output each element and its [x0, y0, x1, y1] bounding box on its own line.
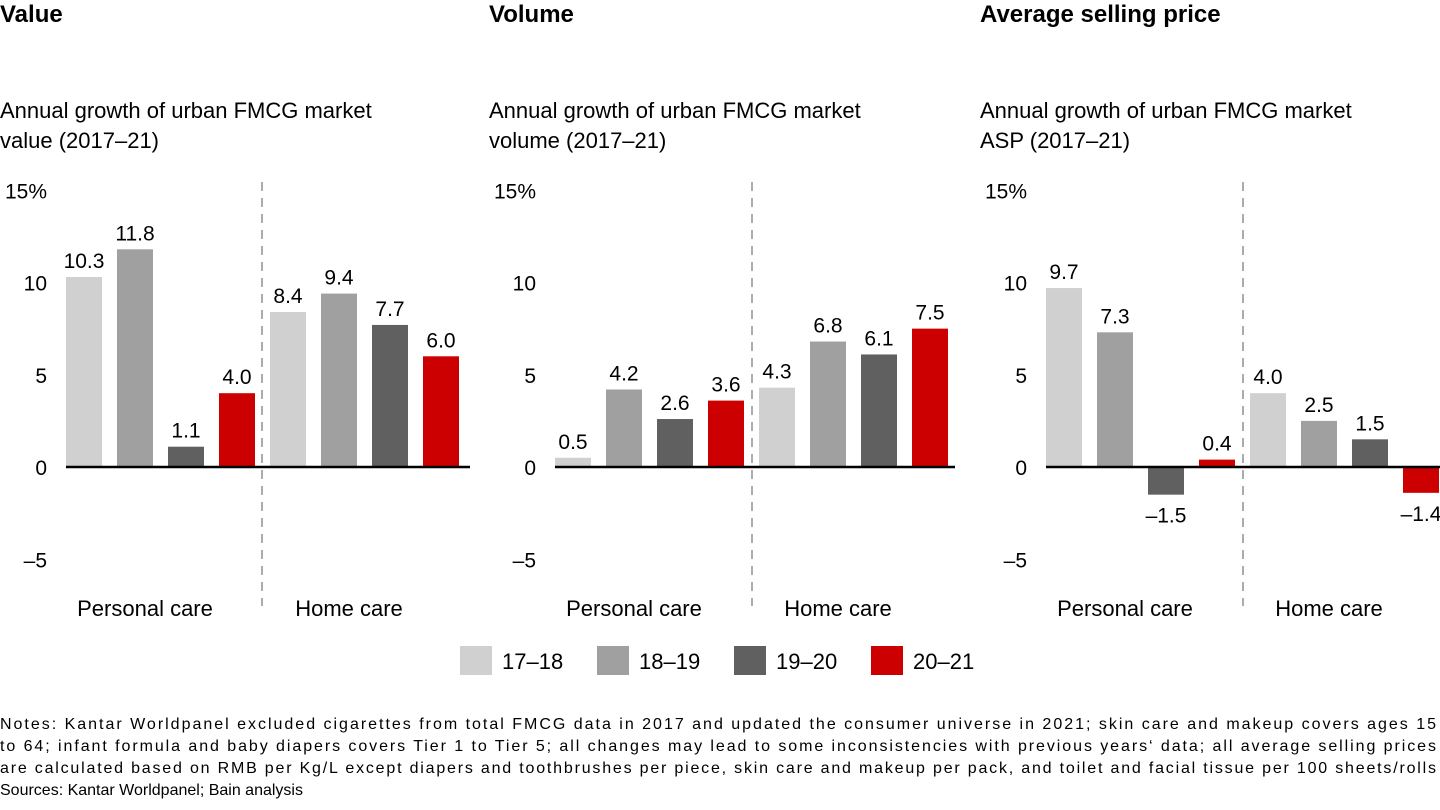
y-tick-label: 0: [1015, 457, 1027, 480]
chart-title: Volume: [489, 1, 574, 28]
data-label: 4.3: [762, 361, 791, 384]
legend-swatch: [597, 646, 629, 675]
data-label: 6.0: [426, 329, 455, 352]
data-label: 3.6: [711, 374, 740, 397]
data-label: 4.2: [609, 363, 638, 386]
y-tick-label: 0: [524, 457, 536, 480]
data-label: 6.8: [813, 315, 842, 338]
chart-subtitle: volume (2017–21): [489, 128, 666, 153]
bar-20–21-personal-care: [1199, 459, 1235, 467]
bar-17–18-personal-care: [66, 276, 102, 467]
bar-17–18-home-care: [759, 387, 795, 467]
legend-label: 20–21: [913, 649, 974, 674]
data-label: 9.7: [1049, 261, 1078, 284]
legend-label: 18–19: [639, 649, 700, 674]
legend-swatch: [734, 646, 766, 675]
bar-18–19-home-care: [321, 293, 357, 467]
data-label: 1.5: [1355, 412, 1384, 435]
legend-swatch: [460, 646, 492, 675]
data-label: 8.4: [273, 285, 303, 308]
y-tick-label: 5: [1015, 365, 1027, 388]
bar-18–19-home-care: [1301, 420, 1337, 467]
bar-20–21-personal-care: [219, 393, 255, 467]
bar-18–19-personal-care: [1097, 332, 1133, 467]
bar-19–20-personal-care: [168, 446, 204, 467]
data-label: 0.5: [558, 431, 587, 454]
legend-label: 19–20: [776, 649, 837, 674]
category-label: Personal care: [77, 596, 213, 621]
data-label: 11.8: [115, 222, 154, 245]
chart-title: Average selling price: [980, 1, 1221, 28]
bar-18–19-home-care: [810, 341, 846, 467]
data-label: 2.6: [660, 392, 689, 415]
bar-19–20-personal-care: [657, 419, 693, 467]
y-tick-label: 15%: [5, 180, 47, 203]
legend-swatch: [871, 646, 903, 675]
category-label: Home care: [1275, 596, 1383, 621]
bar-17–18-personal-care: [555, 457, 591, 467]
chart-subtitle: value (2017–21): [0, 128, 159, 153]
data-label: 7.7: [375, 298, 404, 321]
notes-text: Notes: Kantar Worldpanel excluded cigare…: [0, 716, 1436, 733]
data-label: 1.1: [171, 420, 200, 443]
sources-text: Sources: Kantar Worldpanel; Bain analysi…: [0, 782, 303, 799]
bar-17–18-home-care: [270, 312, 306, 467]
y-tick-label: 5: [35, 365, 47, 388]
chart-subtitle: Annual growth of urban FMCG market: [980, 98, 1352, 123]
category-label: Personal care: [566, 596, 702, 621]
y-tick-label: 10: [1004, 273, 1027, 296]
bar-19–20-home-care: [861, 354, 897, 467]
bar-20–21-personal-care: [708, 400, 744, 467]
data-label: 7.5: [915, 302, 944, 325]
bar-17–18-home-care: [1250, 393, 1286, 467]
data-label: 0.4: [1202, 433, 1232, 456]
y-tick-label: –5: [513, 549, 536, 572]
bar-18–19-personal-care: [117, 249, 153, 467]
chart-title: Value: [0, 1, 63, 28]
category-label: Home care: [784, 596, 892, 621]
category-label: Home care: [295, 596, 403, 621]
data-label: 10.3: [64, 250, 105, 273]
data-label: 4.0: [222, 366, 251, 389]
bar-18–19-personal-care: [606, 389, 642, 467]
data-label: 4.0: [1253, 366, 1282, 389]
bar-17–18-personal-care: [1046, 288, 1082, 467]
bar-20–21-home-care: [423, 356, 459, 467]
y-tick-label: –5: [24, 549, 47, 572]
data-label: 9.4: [324, 267, 354, 290]
legend-label: 17–18: [502, 649, 563, 674]
bar-20–21-home-care: [1403, 467, 1439, 493]
bar-19–20-home-care: [1352, 439, 1388, 467]
y-tick-label: 0: [35, 457, 47, 480]
chart-subtitle: Annual growth of urban FMCG market: [489, 98, 861, 123]
y-tick-label: –5: [1004, 549, 1027, 572]
data-label: 6.1: [864, 327, 893, 350]
y-tick-label: 15%: [494, 180, 536, 203]
data-label: 7.3: [1100, 305, 1129, 328]
y-tick-label: 10: [24, 273, 47, 296]
data-label: –1.5: [1146, 505, 1187, 528]
y-tick-label: 5: [524, 365, 536, 388]
notes-text: to 64; infant formula and baby diapers c…: [0, 738, 1436, 755]
notes-text: are calculated based on RMB per Kg/L exc…: [0, 760, 1436, 777]
bar-19–20-personal-care: [1148, 467, 1184, 495]
category-label: Personal care: [1057, 596, 1193, 621]
chart-subtitle: Annual growth of urban FMCG market: [0, 98, 372, 123]
y-tick-label: 10: [513, 273, 536, 296]
bar-20–21-home-care: [912, 328, 948, 467]
data-label: –1.4: [1401, 503, 1440, 526]
chart-subtitle: ASP (2017–21): [980, 128, 1130, 153]
data-label: 2.5: [1304, 394, 1333, 417]
y-tick-label: 15%: [985, 180, 1027, 203]
bar-19–20-home-care: [372, 324, 408, 467]
